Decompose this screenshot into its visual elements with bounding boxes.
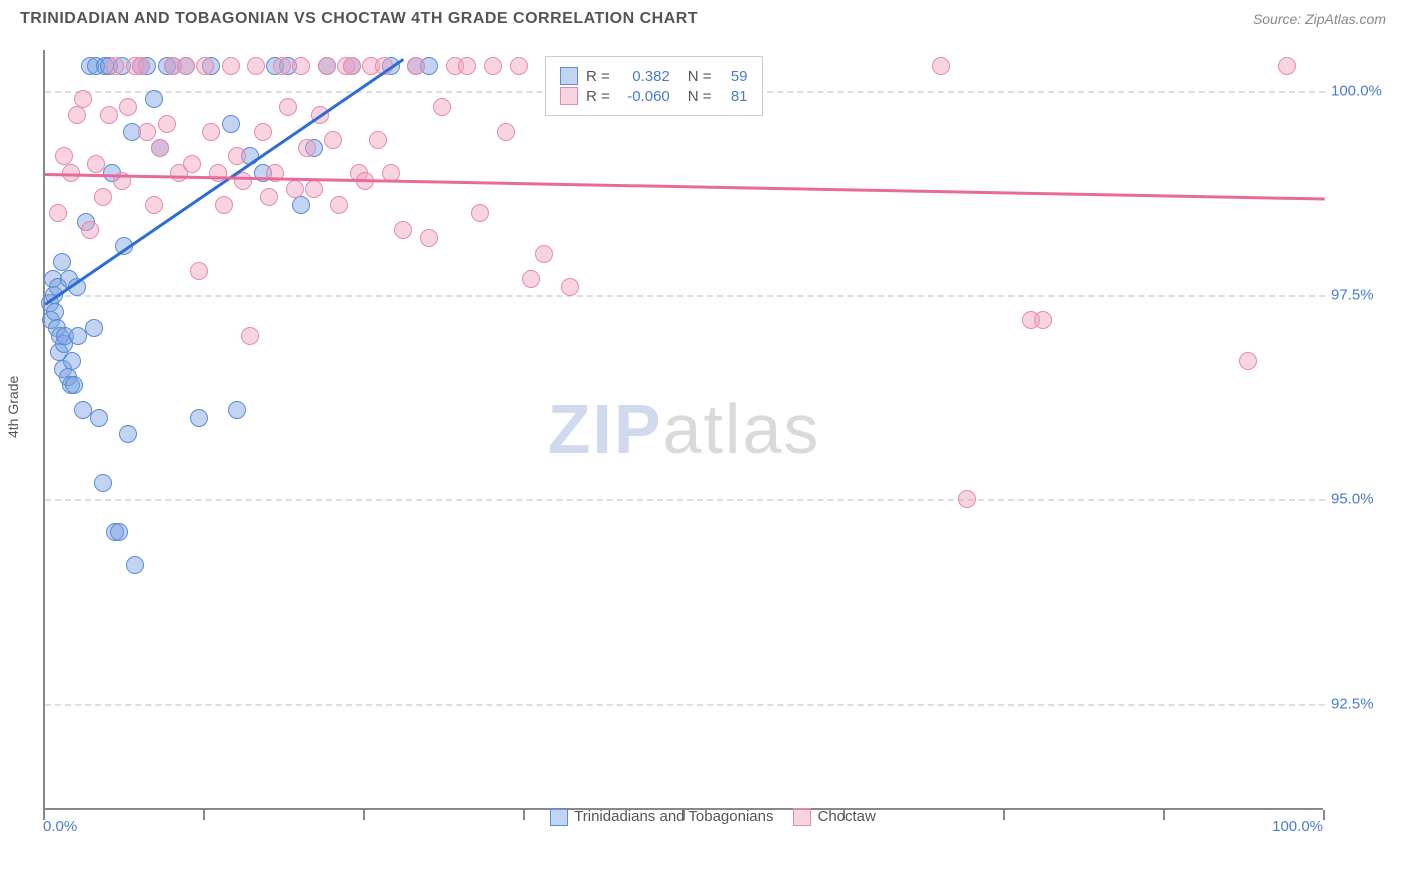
legend-swatch (550, 808, 568, 826)
plot-region: ZIPatlas R =0.382N =59R =-0.060N =81 (43, 50, 1323, 810)
data-point (63, 352, 81, 370)
data-point (94, 474, 112, 492)
data-point (81, 221, 99, 239)
data-point (119, 98, 137, 116)
data-point (1239, 352, 1257, 370)
data-point (53, 253, 71, 271)
legend-label: Trinidadians and Tobagonians (574, 808, 773, 825)
data-point (369, 131, 387, 149)
data-point (318, 57, 336, 75)
data-point (110, 523, 128, 541)
data-point (215, 196, 233, 214)
data-point (305, 180, 323, 198)
data-point (151, 139, 169, 157)
legend-bottom: Trinidadians and Tobagonians Choctaw (0, 808, 1406, 826)
data-point (94, 188, 112, 206)
data-point (330, 196, 348, 214)
data-point (228, 401, 246, 419)
data-point (190, 262, 208, 280)
data-point (1034, 311, 1052, 329)
data-point (458, 57, 476, 75)
data-point (85, 319, 103, 337)
data-point (46, 303, 64, 321)
data-point (292, 57, 310, 75)
data-point (222, 57, 240, 75)
y-tick-label: 92.5% (1331, 695, 1374, 712)
data-point (100, 106, 118, 124)
data-point (158, 115, 176, 133)
data-point (138, 123, 156, 141)
y-axis-label: 4th Grade (5, 376, 21, 438)
data-point (535, 245, 553, 263)
chart-title: TRINIDADIAN AND TOBAGONIAN VS CHOCTAW 4T… (20, 10, 698, 28)
gridline (45, 704, 1325, 706)
data-point (196, 57, 214, 75)
data-point (324, 131, 342, 149)
data-point (561, 278, 579, 296)
data-point (126, 556, 144, 574)
data-point (420, 229, 438, 247)
data-point (433, 98, 451, 116)
data-point (254, 123, 272, 141)
data-point (183, 155, 201, 173)
source-label: Source: ZipAtlas.com (1253, 11, 1386, 27)
data-point (298, 139, 316, 157)
data-point (90, 409, 108, 427)
gridline (45, 499, 1325, 501)
data-point (260, 188, 278, 206)
chart-area: 4th Grade ZIPatlas R =0.382N =59R =-0.06… (43, 50, 1383, 810)
data-point (145, 196, 163, 214)
data-point (228, 147, 246, 165)
data-point (484, 57, 502, 75)
data-point (273, 57, 291, 75)
data-point (510, 57, 528, 75)
legend-stats: R =0.382N =59R =-0.060N =81 (545, 56, 763, 116)
data-point (119, 425, 137, 443)
data-point (343, 57, 361, 75)
data-point (55, 147, 73, 165)
data-point (394, 221, 412, 239)
legend-swatch (793, 808, 811, 826)
data-point (247, 57, 265, 75)
data-point (1278, 57, 1296, 75)
data-point (932, 57, 950, 75)
data-point (292, 196, 310, 214)
y-tick-label: 100.0% (1331, 82, 1382, 99)
data-point (471, 204, 489, 222)
legend-label: Choctaw (817, 808, 875, 825)
data-point (190, 409, 208, 427)
data-point (234, 172, 252, 190)
gridline (45, 295, 1325, 297)
trend-line (44, 58, 404, 305)
y-tick-label: 95.0% (1331, 491, 1374, 508)
data-point (279, 98, 297, 116)
data-point (74, 90, 92, 108)
data-point (958, 490, 976, 508)
data-point (497, 123, 515, 141)
data-point (87, 155, 105, 173)
data-point (65, 376, 83, 394)
data-point (407, 57, 425, 75)
data-point (286, 180, 304, 198)
data-point (241, 327, 259, 345)
data-point (49, 204, 67, 222)
y-tick-label: 97.5% (1331, 287, 1374, 304)
watermark: ZIPatlas (548, 389, 821, 469)
data-point (106, 57, 124, 75)
data-point (202, 123, 220, 141)
data-point (522, 270, 540, 288)
data-point (222, 115, 240, 133)
data-point (68, 106, 86, 124)
data-point (177, 57, 195, 75)
data-point (145, 90, 163, 108)
data-point (132, 57, 150, 75)
